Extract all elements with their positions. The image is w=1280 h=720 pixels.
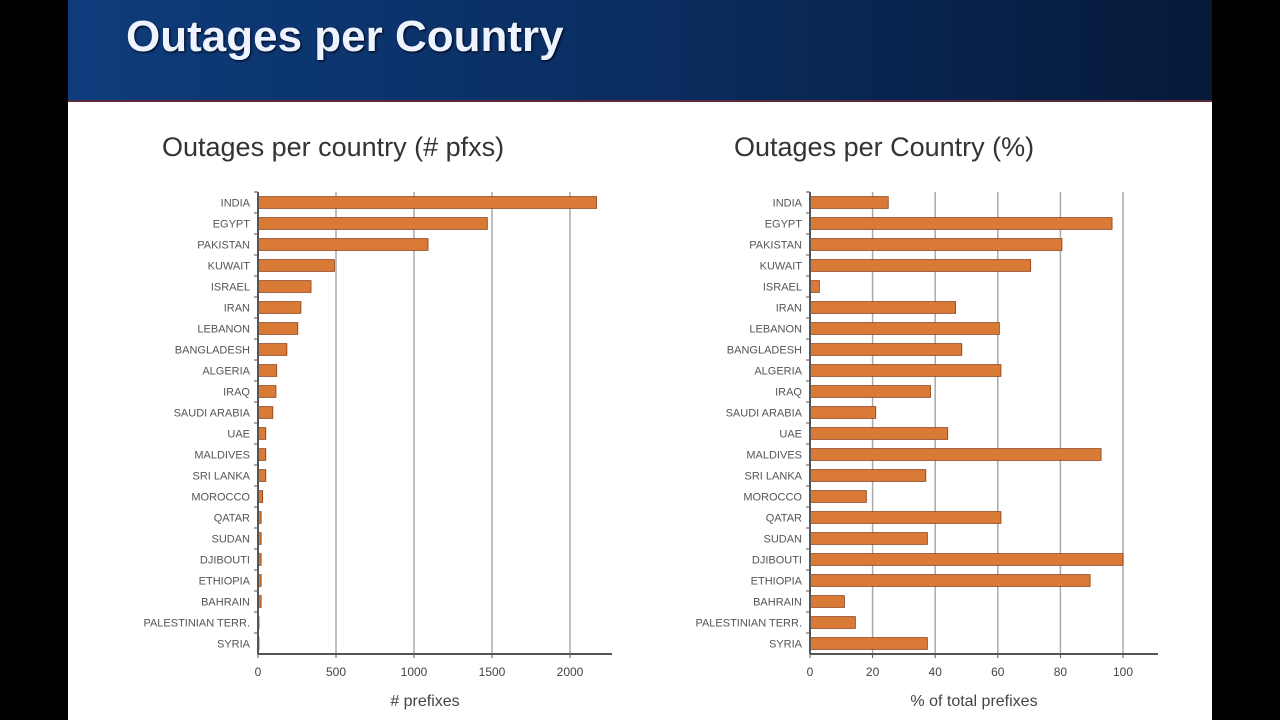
prefixes-category-label: PAKISTAN (197, 240, 250, 252)
percent-category-label: SUDAN (763, 534, 802, 546)
prefixes-category-label: ALGERIA (202, 366, 250, 378)
chart-title-prefixes: Outages per country (# pfxs) (162, 132, 505, 162)
percent-category-label: ALGERIA (754, 366, 802, 378)
prefixes-category-label: BANGLADESH (175, 345, 250, 357)
prefixes-bar (257, 469, 267, 482)
percent-category-label: LEBANON (749, 324, 802, 336)
prefixes-bar (257, 385, 277, 398)
prefixes-x-tick-label: 2000 (557, 665, 584, 679)
percent-category-label: IRAN (776, 303, 802, 315)
percent-category-label: PAKISTAN (749, 240, 802, 252)
percent-x-tick-label: 0 (807, 665, 814, 679)
prefixes-category-label: ETHIOPIA (199, 576, 251, 588)
prefixes-category-label: SUDAN (211, 534, 250, 546)
percent-bar (809, 448, 1102, 461)
percent-bar (809, 511, 1002, 524)
prefixes-x-tick-label: 0 (255, 665, 262, 679)
prefixes-category-label: BAHRAIN (201, 597, 250, 609)
percent-x-tick-label: 60 (991, 665, 1005, 679)
percent-category-label: BANGLADESH (727, 345, 802, 357)
percent-bar (809, 196, 889, 209)
prefixes-category-label: UAE (227, 429, 250, 441)
prefixes-category-label: IRAN (224, 303, 250, 315)
percent-bar (809, 385, 931, 398)
prefixes-bar (257, 406, 274, 419)
percent-category-label: ETHIOPIA (751, 576, 803, 588)
percent-bar (809, 427, 949, 440)
percent-bar (809, 301, 956, 314)
prefixes-bar (257, 196, 597, 209)
percent-bar (809, 280, 820, 293)
prefixes-category-label: LEBANON (197, 324, 250, 336)
prefixes-category-label: SAUDI ARABIA (174, 408, 251, 420)
prefixes-bar (257, 427, 267, 440)
prefixes-bar (257, 259, 335, 272)
prefixes-x-tick-label: 1500 (479, 665, 506, 679)
prefixes-category-label: MOROCCO (191, 492, 250, 504)
percent-bar (809, 238, 1063, 251)
percent-category-label: EGYPT (765, 219, 803, 231)
percent-category-label: MOROCCO (743, 492, 802, 504)
percent-category-label: ISRAEL (763, 282, 802, 294)
percent-x-tick-label: 20 (866, 665, 880, 679)
percent-category-label: INDIA (773, 198, 803, 210)
percent-bar (809, 595, 845, 608)
prefixes-x-tick-label: 1000 (401, 665, 428, 679)
slide-title: Outages per Country (126, 12, 564, 61)
percent-bar (809, 574, 1091, 587)
percent-x-axis-title: % of total prefixes (910, 693, 1037, 710)
percent-category-label: KUWAIT (760, 261, 803, 273)
percent-bar (809, 469, 927, 482)
prefixes-bar (257, 322, 299, 335)
prefixes-x-axis-title: # prefixes (390, 693, 459, 710)
percent-bar (809, 616, 856, 629)
prefixes-category-label: SYRIA (217, 639, 251, 651)
percent-category-label: BAHRAIN (753, 597, 802, 609)
prefixes-category-label: IRAQ (223, 387, 250, 399)
prefixes-category-label: QATAR (214, 513, 250, 525)
percent-bar (809, 217, 1113, 230)
percent-category-label: IRAQ (775, 387, 802, 399)
percent-category-label: SRI LANKA (745, 471, 803, 483)
percent-bar (809, 532, 928, 545)
prefixes-bar (257, 280, 312, 293)
prefixes-category-label: DJIBOUTI (200, 555, 250, 567)
percent-category-label: MALDIVES (746, 450, 802, 462)
prefixes-category-label: EGYPT (213, 219, 251, 231)
percent-bar (809, 553, 1124, 566)
prefixes-category-label: PALESTINIAN TERR. (143, 618, 250, 630)
percent-bar (809, 343, 963, 356)
percent-bar (809, 322, 1000, 335)
percent-category-label: PALESTINIAN TERR. (695, 618, 802, 630)
percent-category-label: DJIBOUTI (752, 555, 802, 567)
prefixes-category-label: SRI LANKA (193, 471, 251, 483)
percent-category-label: SYRIA (769, 639, 803, 651)
prefixes-category-label: KUWAIT (208, 261, 251, 273)
percent-category-label: UAE (779, 429, 802, 441)
percent-bar (809, 259, 1032, 272)
prefixes-category-label: INDIA (221, 198, 251, 210)
percent-bar (809, 490, 867, 503)
prefixes-x-tick-label: 500 (326, 665, 346, 679)
prefixes-bar (257, 301, 302, 314)
percent-bar (809, 637, 928, 650)
percent-category-label: SAUDI ARABIA (726, 408, 803, 420)
prefixes-bar (257, 364, 278, 377)
prefixes-bar (257, 217, 488, 230)
percent-bar (809, 364, 1002, 377)
prefixes-category-label: ISRAEL (211, 282, 250, 294)
percent-bar (809, 406, 877, 419)
prefixes-bar (257, 343, 288, 356)
percent-x-tick-label: 40 (929, 665, 943, 679)
prefixes-bar (257, 238, 429, 251)
percent-x-tick-label: 80 (1054, 665, 1068, 679)
slide-header: Outages per Country (68, 0, 1212, 102)
prefixes-category-label: MALDIVES (194, 450, 250, 462)
percent-category-label: QATAR (766, 513, 802, 525)
percent-x-tick-label: 100 (1113, 665, 1133, 679)
prefixes-bar (257, 448, 267, 461)
chart-title-percent: Outages per Country (%) (734, 132, 1035, 162)
